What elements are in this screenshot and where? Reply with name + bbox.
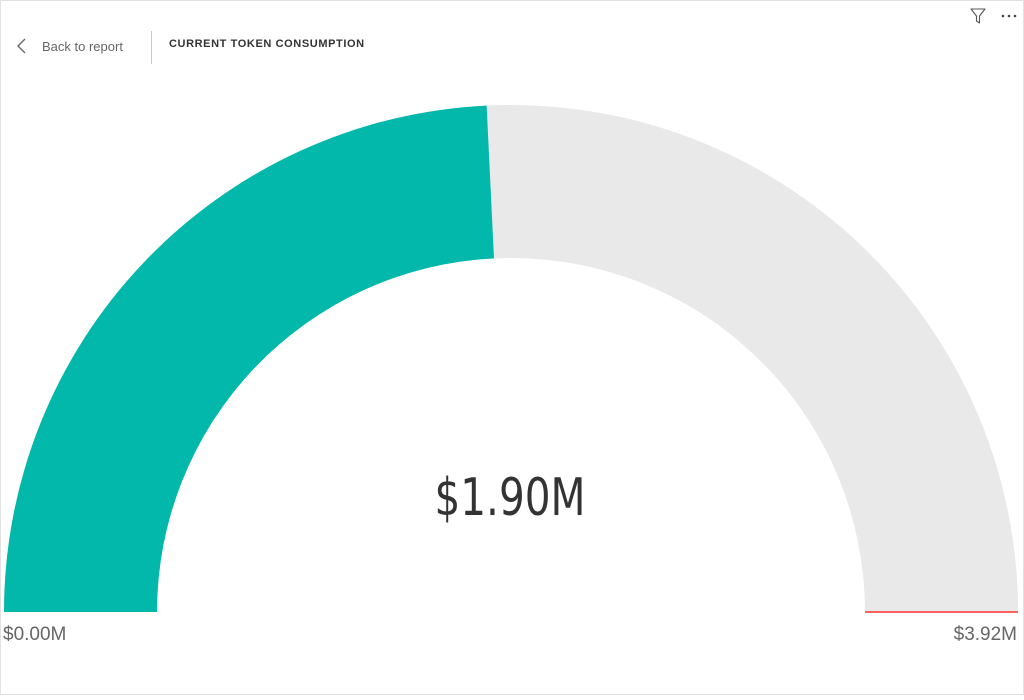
back-to-report-button[interactable]: Back to report	[14, 32, 123, 60]
gauge-max-label: $3.92M	[953, 624, 1017, 645]
more-options-icon[interactable]	[999, 4, 1019, 24]
visual-title: CURRENT TOKEN CONSUMPTION	[169, 38, 365, 50]
back-to-report-label: Back to report	[42, 38, 123, 54]
gauge-value-label: $1.90M	[434, 468, 586, 528]
filter-icon[interactable]	[969, 7, 987, 25]
gauge-min-label: $0.00M	[3, 624, 67, 645]
focus-mode-header: Back to report CURRENT TOKEN CONSUMPTION	[0, 0, 1024, 90]
gauge-value-arc[interactable]	[4, 105, 494, 613]
chevron-left-icon	[17, 38, 26, 54]
header-divider	[151, 31, 152, 64]
